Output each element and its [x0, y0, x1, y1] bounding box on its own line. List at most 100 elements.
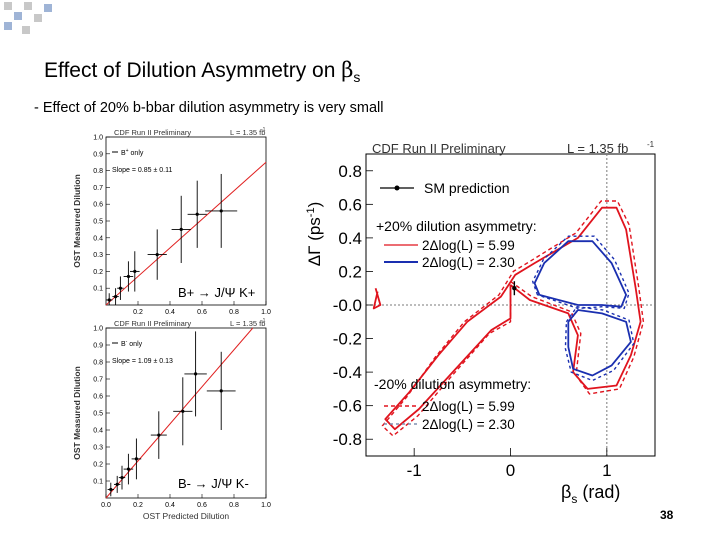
decor-square: [22, 26, 30, 34]
x-tick-label: 0.6: [197, 502, 207, 509]
y-tick-label: 0.5: [93, 411, 103, 418]
data-point: [118, 465, 126, 490]
decor-square: [34, 14, 42, 22]
plot-header-sup: -1: [261, 127, 266, 133]
x-tick-label: 0.6: [197, 309, 207, 316]
y-tick-label: 0.1: [93, 286, 103, 293]
x-tick-label: 0.2: [133, 502, 143, 509]
y-tick-label: 0.2: [93, 269, 103, 276]
legend-minus-blue-label: 2Δlog(L) = 2.30: [422, 417, 515, 432]
plot-header-right: L = 1.35 fb: [230, 319, 265, 328]
x-tick-label: 0.0: [101, 502, 111, 509]
data-point: [206, 351, 236, 430]
x-tick-label: 1.0: [261, 502, 271, 509]
y-tick-label: 0.4: [338, 229, 362, 248]
decor-square: [44, 4, 52, 12]
contour-line: [381, 200, 645, 437]
plot-header-left: CDF Run II Preliminary: [114, 128, 191, 137]
y-tick-label: 1.0: [93, 326, 103, 333]
decor-square: [4, 2, 12, 10]
decor-square: [24, 2, 32, 10]
data-point: [107, 482, 114, 497]
title-beta: β: [341, 58, 354, 82]
legend-plus-blue-label: 2Δlog(L) = 2.30: [422, 255, 515, 270]
y-tick-label: -0.8: [333, 430, 362, 449]
y-tick-label: 0.6: [338, 195, 362, 214]
x-axis-label: βs (rad): [561, 482, 620, 506]
slope-text: Slope = 1.09 ± 0.13: [112, 358, 173, 365]
x-tick-label: -1: [407, 461, 422, 480]
legend-sm-label: SM prediction: [424, 180, 510, 196]
y-tick-label: 1.0: [93, 135, 103, 142]
y-tick-label: 0.3: [93, 445, 103, 452]
sm-point-marker: [512, 286, 517, 291]
data-point: [171, 195, 191, 263]
decay-label: B- → J/Ψ K-: [178, 476, 249, 491]
y-tick-label: 0.8: [338, 162, 362, 181]
contour-plot: CDF Run II Preliminary L = 1.35 fb -1 0.8 0.…: [305, 140, 656, 506]
x-tick-label: 1: [602, 461, 611, 480]
y-tick-label: 0.8: [93, 360, 103, 367]
legend-sm-marker: [394, 185, 400, 191]
plot-header-left: CDF Run II Preliminary: [372, 141, 506, 156]
y-tick-label: -0.6: [333, 397, 362, 416]
plot-frame: [105, 327, 267, 499]
corner-decoration: [0, 0, 60, 40]
dilution-plot-bminus: CDF Run II Preliminary L = 1.35 fb-1 0.1 0.…: [72, 318, 271, 521]
point-marker: [134, 457, 138, 461]
title-sub: s: [353, 69, 361, 86]
point-marker: [179, 227, 183, 231]
point-marker: [157, 433, 161, 437]
x-tick-label: 0.8: [229, 309, 239, 316]
x-tick-label: 0.8: [229, 502, 239, 509]
y-tick-label: 0.1: [93, 479, 103, 486]
fit-line: [105, 327, 254, 499]
data-point: [123, 453, 134, 485]
point-marker: [118, 286, 122, 290]
contour-line: [564, 306, 635, 382]
data-point: [123, 261, 134, 292]
y-tick-label: 0.9: [93, 151, 103, 158]
legend-plus-head: +20% dilution asymmetry:: [376, 218, 537, 234]
y-axis-label: OST Measured Dilution: [72, 366, 82, 460]
data-point: [150, 411, 167, 459]
page-number: 38: [660, 508, 674, 522]
dilution-plot-bplus: CDF Run II Preliminary L = 1.35 fb-1 0.1 0.…: [72, 127, 271, 316]
x-tick-label: 0.2: [133, 309, 143, 316]
point-marker: [115, 482, 119, 486]
slope-text: Slope = 0.85 ± 0.11: [112, 167, 172, 174]
y-axis-label: ΔΓ (ps-1): [305, 202, 324, 267]
decor-square: [4, 22, 12, 30]
bullet-text: - Effect of 20% b-bbar dilution asymmetr…: [34, 100, 384, 116]
point-marker: [181, 409, 185, 413]
y-tick-label: 0.7: [93, 377, 103, 384]
data-point: [112, 288, 119, 305]
x-tick-label: 1.0: [261, 309, 271, 316]
plot-header-sup: -1: [261, 318, 266, 324]
legend-minus-head: -20% dilution asymmetry:: [374, 376, 531, 392]
data-point: [205, 173, 238, 248]
x-tick-label: 0.4: [165, 309, 175, 316]
plot-header-sup: -1: [647, 140, 655, 149]
data-point: [130, 251, 140, 292]
y-tick-label: 0.9: [93, 343, 103, 350]
point-marker: [219, 389, 223, 393]
data-point: [131, 438, 142, 480]
point-marker: [133, 269, 137, 273]
contour-line: [533, 240, 627, 308]
y-tick-label: -0.0: [333, 296, 362, 315]
y-tick-label: -0.2: [333, 330, 362, 349]
data-point: [114, 475, 121, 493]
contour-line: [372, 287, 382, 310]
point-marker: [194, 372, 198, 376]
point-marker: [114, 295, 118, 299]
y-tick-label: 0.2: [338, 262, 362, 281]
slide-title: Effect of Dilution Asymmetry on βs: [44, 58, 360, 85]
x-axis-label: OST Predicted Dilution: [143, 511, 230, 521]
point-marker: [109, 487, 113, 492]
y-tick-label: 0.2: [93, 462, 103, 469]
data-point: [106, 293, 113, 305]
decor-square: [14, 12, 22, 20]
contour-line: [384, 206, 642, 431]
y-tick-label: 0.4: [93, 428, 103, 435]
